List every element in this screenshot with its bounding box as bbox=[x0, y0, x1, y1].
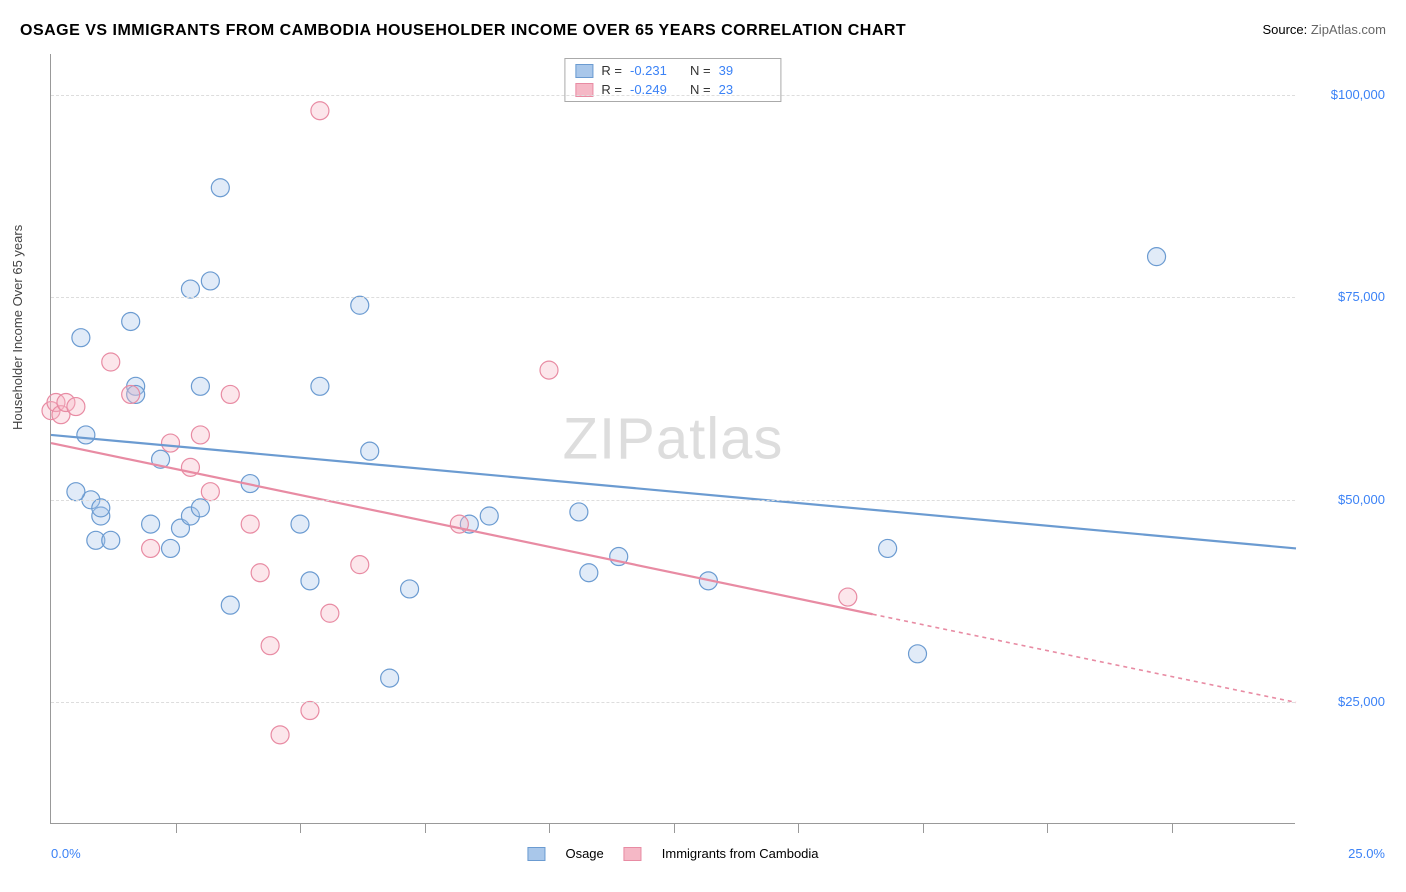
y-tick-label: $75,000 bbox=[1305, 289, 1385, 304]
data-point bbox=[77, 426, 95, 444]
data-point bbox=[351, 296, 369, 314]
data-point bbox=[122, 312, 140, 330]
data-point bbox=[211, 179, 229, 197]
series-legend: Osage Immigrants from Cambodia bbox=[527, 846, 818, 861]
data-point bbox=[271, 726, 289, 744]
data-point bbox=[122, 385, 140, 403]
x-tick bbox=[176, 823, 177, 833]
y-axis-label: Householder Income Over 65 years bbox=[10, 225, 25, 430]
data-point bbox=[102, 531, 120, 549]
gridline bbox=[51, 297, 1295, 298]
data-point bbox=[540, 361, 558, 379]
data-point bbox=[162, 434, 180, 452]
legend-label: Immigrants from Cambodia bbox=[662, 846, 819, 861]
data-point bbox=[251, 564, 269, 582]
trend-line bbox=[51, 435, 1296, 548]
data-point bbox=[142, 539, 160, 557]
x-tick bbox=[674, 823, 675, 833]
data-point bbox=[181, 280, 199, 298]
data-point bbox=[191, 377, 209, 395]
legend-swatch bbox=[527, 847, 545, 861]
data-point bbox=[909, 645, 927, 663]
source-prefix: Source: bbox=[1262, 22, 1310, 37]
data-point bbox=[291, 515, 309, 533]
data-point bbox=[201, 272, 219, 290]
source-attribution: Source: ZipAtlas.com bbox=[1262, 22, 1386, 37]
y-tick-label: $50,000 bbox=[1305, 492, 1385, 507]
x-tick bbox=[923, 823, 924, 833]
data-point bbox=[879, 539, 897, 557]
data-point bbox=[221, 596, 239, 614]
data-point bbox=[361, 442, 379, 460]
data-point bbox=[241, 515, 259, 533]
x-tick bbox=[549, 823, 550, 833]
data-point bbox=[102, 353, 120, 371]
x-tick bbox=[1047, 823, 1048, 833]
chart-title: OSAGE VS IMMIGRANTS FROM CAMBODIA HOUSEH… bbox=[20, 22, 906, 40]
x-tick bbox=[798, 823, 799, 833]
data-point bbox=[191, 499, 209, 517]
data-point bbox=[381, 669, 399, 687]
y-tick-label: $25,000 bbox=[1305, 694, 1385, 709]
data-point bbox=[321, 604, 339, 622]
data-point bbox=[221, 385, 239, 403]
scatter-svg bbox=[51, 54, 1295, 823]
data-point bbox=[92, 499, 110, 517]
data-point bbox=[261, 637, 279, 655]
gridline bbox=[51, 500, 1295, 501]
legend-swatch bbox=[624, 847, 642, 861]
data-point bbox=[839, 588, 857, 606]
data-point bbox=[480, 507, 498, 525]
x-tick bbox=[1172, 823, 1173, 833]
gridline bbox=[51, 702, 1295, 703]
data-point bbox=[311, 377, 329, 395]
chart-plot-area: ZIPatlas R =-0.231N =39R =-0.249N =23 0.… bbox=[50, 54, 1295, 824]
gridline bbox=[51, 95, 1295, 96]
x-tick bbox=[300, 823, 301, 833]
data-point bbox=[301, 572, 319, 590]
data-point bbox=[311, 102, 329, 120]
data-point bbox=[301, 702, 319, 720]
x-tick bbox=[425, 823, 426, 833]
data-point bbox=[142, 515, 160, 533]
data-point bbox=[191, 426, 209, 444]
data-point bbox=[580, 564, 598, 582]
data-point bbox=[72, 329, 90, 347]
x-axis-max-label: 25.0% bbox=[1305, 846, 1385, 861]
data-point bbox=[1148, 248, 1166, 266]
data-point bbox=[67, 398, 85, 416]
trend-line-extrapolated bbox=[873, 614, 1296, 702]
y-tick-label: $100,000 bbox=[1305, 87, 1385, 102]
x-axis-min-label: 0.0% bbox=[51, 846, 81, 861]
legend-label: Osage bbox=[565, 846, 603, 861]
data-point bbox=[570, 503, 588, 521]
data-point bbox=[201, 483, 219, 501]
source-link[interactable]: ZipAtlas.com bbox=[1311, 22, 1386, 37]
data-point bbox=[351, 556, 369, 574]
data-point bbox=[401, 580, 419, 598]
data-point bbox=[162, 539, 180, 557]
data-point bbox=[67, 483, 85, 501]
